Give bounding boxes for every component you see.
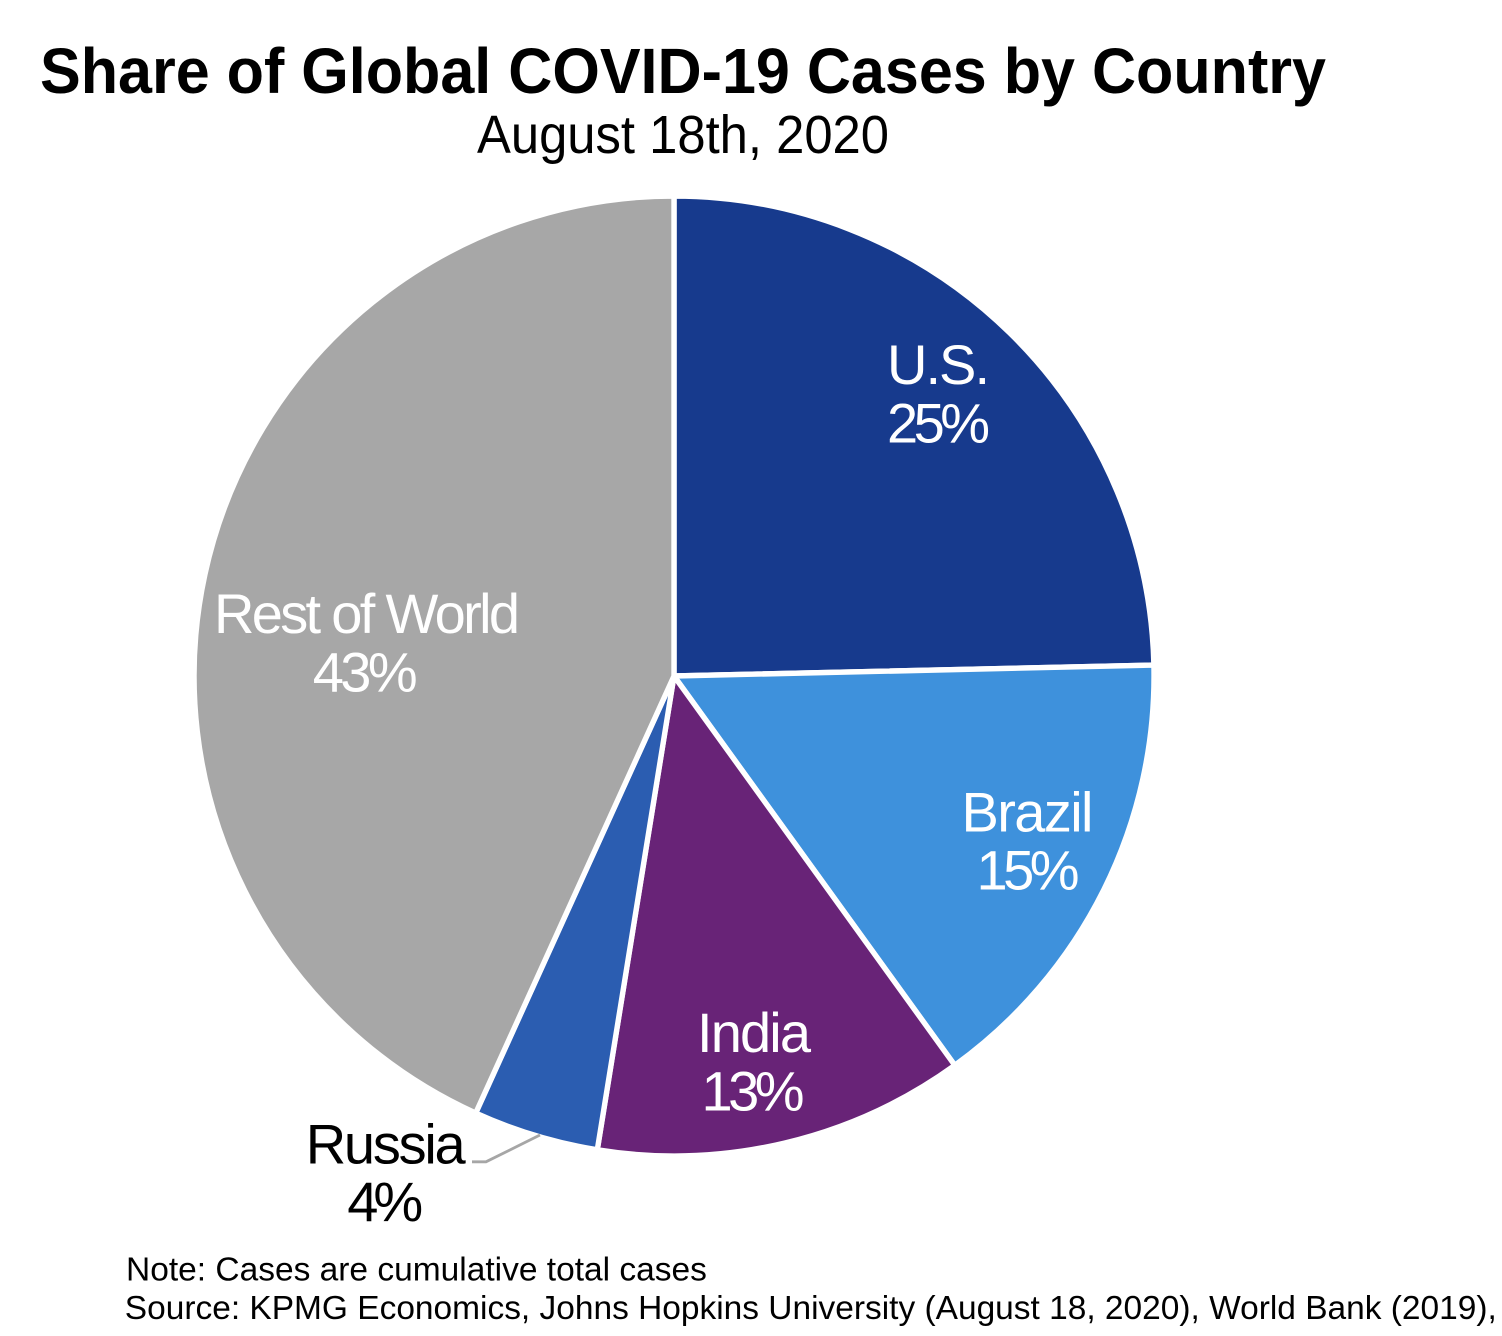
- svg-text:13%: 13%: [702, 1060, 805, 1123]
- svg-text:Share of Global COVID-19 Cases: Share of Global COVID-19 Cases by Countr…: [40, 35, 1326, 107]
- svg-text:Brazil: Brazil: [962, 781, 1094, 844]
- svg-text:15%: 15%: [977, 839, 1080, 902]
- svg-text:4%: 4%: [347, 1170, 423, 1233]
- svg-text:Source: KPMG Economics, Johns: Source: KPMG Economics, Johns Hopkins Un…: [125, 1290, 1497, 1327]
- svg-text:Note: Cases are cumulative tot: Note: Cases are cumulative total cases: [126, 1251, 707, 1288]
- svg-text:U.S.: U.S.: [887, 333, 990, 396]
- svg-text:India: India: [697, 1001, 812, 1064]
- svg-text:43%: 43%: [313, 641, 418, 704]
- svg-text:25%: 25%: [887, 391, 990, 454]
- svg-text:Rest of World: Rest of World: [214, 582, 520, 645]
- svg-text:Russia: Russia: [306, 1112, 467, 1175]
- svg-text:August 18th, 2020: August 18th, 2020: [477, 106, 889, 165]
